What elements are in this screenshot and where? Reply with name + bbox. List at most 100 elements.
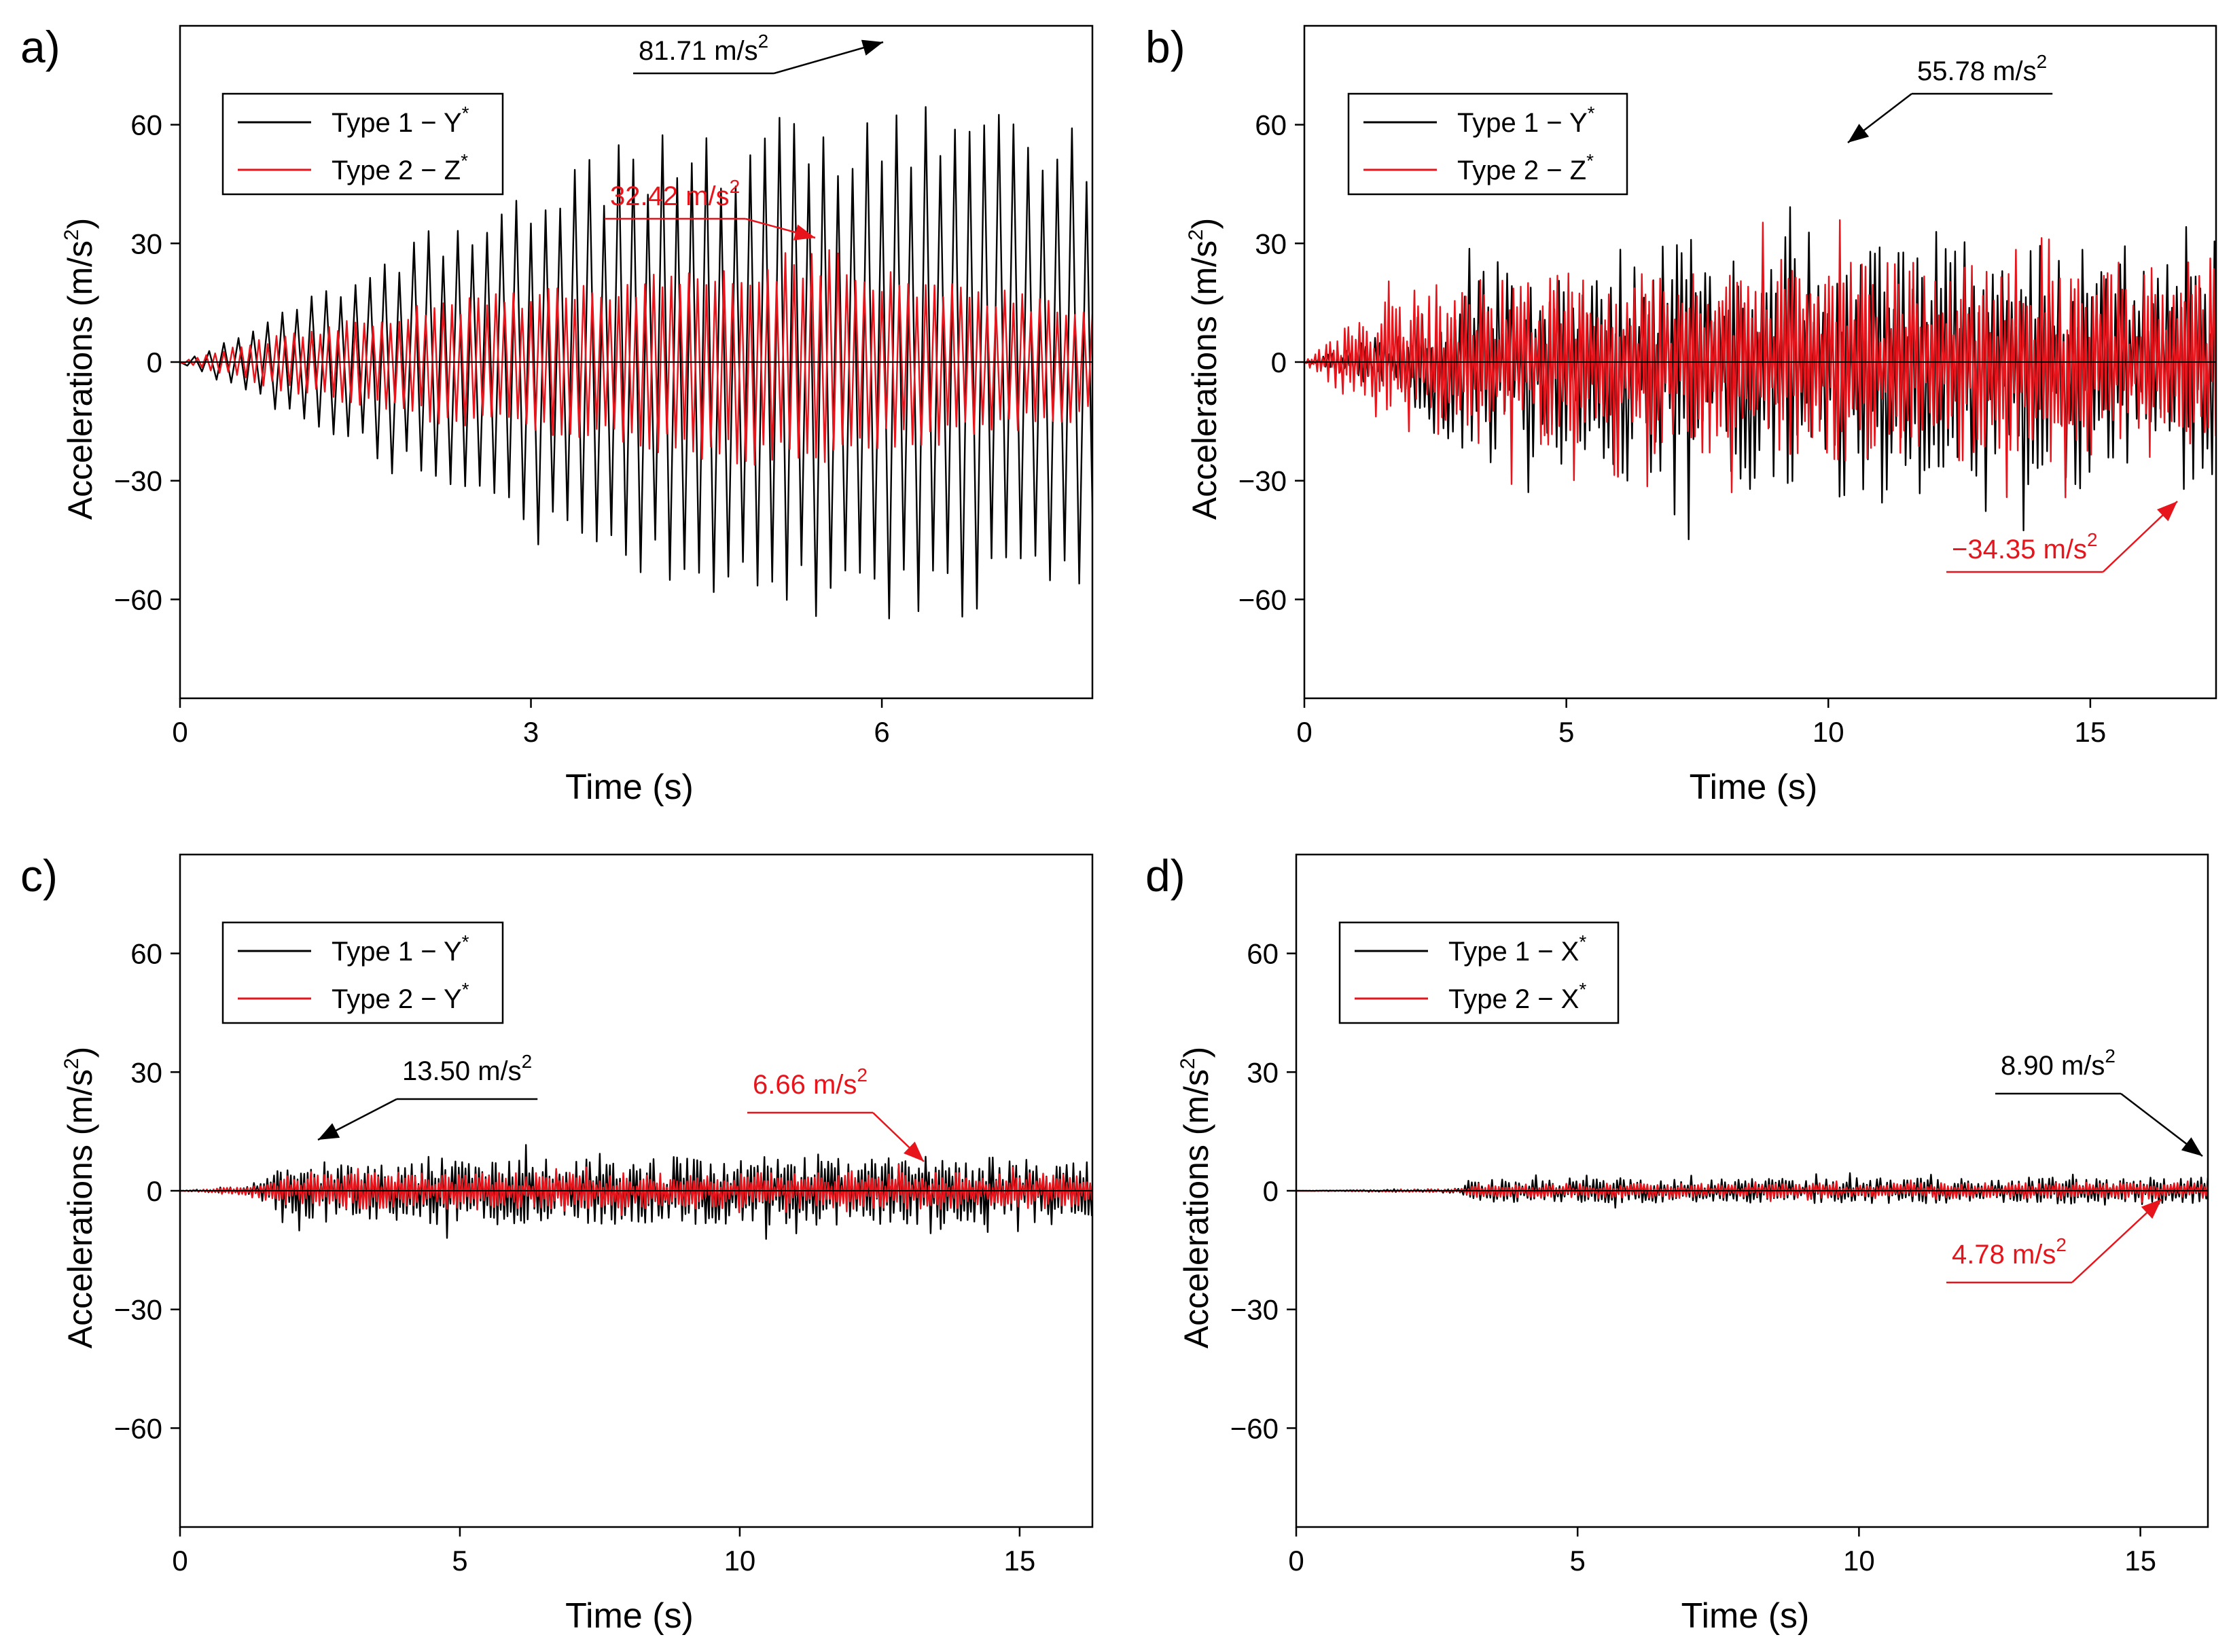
chart-panel-a: a) −60 −30 0 30 60 0 3 6 Time (s) Accelerations (m… bbox=[20, 22, 1094, 807]
annotation-label: 32.42 m/s2 bbox=[610, 176, 740, 211]
series-traces bbox=[180, 1144, 1092, 1240]
panel-label: d) bbox=[1145, 850, 1185, 901]
annotation-arrowhead bbox=[2156, 501, 2177, 522]
x-axis-label: Time (s) bbox=[1681, 1596, 1810, 1636]
y-tick-label: −60 bbox=[114, 583, 162, 615]
chart-panel-d: d) −60 −30 0 30 60 0 5 10 15 Time (s) Accelerations… bbox=[1145, 850, 2209, 1636]
y-tick-label: 60 bbox=[130, 109, 162, 141]
peak-annotation-2: 6.66 m/s2 bbox=[747, 1064, 925, 1162]
legend: Type 1 − Y* Type 2 − Z* bbox=[1347, 92, 1628, 196]
annotation-arrowhead bbox=[1848, 124, 1870, 143]
series-line-1 bbox=[1296, 1172, 2208, 1209]
y-axis-label: Accelerations (m/s2) bbox=[1177, 1047, 1215, 1349]
x-tick-label: 3 bbox=[523, 716, 539, 748]
x-tick-label: 5 bbox=[1558, 716, 1574, 748]
legend-label-2: Type 2 − X* bbox=[1448, 979, 1586, 1014]
legend-label-1: Type 1 − X* bbox=[1448, 931, 1586, 967]
y-axis-label: Accelerations (m/s2) bbox=[1185, 218, 1224, 520]
x-tick-label: 15 bbox=[1004, 1545, 1036, 1577]
legend-label-1: Type 1 − Y* bbox=[1457, 103, 1595, 138]
legend-label-2: Type 2 − Y* bbox=[332, 979, 469, 1014]
annotation-label: 4.78 m/s2 bbox=[1952, 1234, 2067, 1270]
x-tick-label: 15 bbox=[2124, 1545, 2156, 1577]
y-tick-label: −60 bbox=[1230, 1412, 1279, 1444]
y-tick-label: 30 bbox=[130, 1056, 162, 1088]
x-axis-label: Time (s) bbox=[565, 1596, 694, 1636]
annotation-arrowhead bbox=[861, 39, 883, 56]
x-tick-label: 0 bbox=[1296, 716, 1312, 748]
annotation-label: 8.90 m/s2 bbox=[2001, 1045, 2116, 1081]
y-tick-label: −60 bbox=[114, 1412, 162, 1444]
x-tick-label: 15 bbox=[2075, 716, 2107, 748]
series-line-2 bbox=[1304, 219, 2216, 499]
panel-label: a) bbox=[20, 22, 60, 72]
chart-panel-b: b) −60 −30 0 30 60 0 5 10 15 Time (s) Accelerations… bbox=[1145, 22, 2217, 807]
series-traces bbox=[1304, 206, 2216, 541]
y-tick-label: 60 bbox=[1255, 109, 1287, 141]
x-tick-label: 5 bbox=[1570, 1545, 1586, 1577]
peak-annotation-2: −34.35 m/s2 bbox=[1946, 501, 2178, 573]
y-tick-label: −30 bbox=[114, 465, 162, 497]
legend: Type 1 − Y* Type 2 − Z* bbox=[221, 92, 504, 196]
annotation-label: 81.71 m/s2 bbox=[639, 31, 768, 66]
panel-label: c) bbox=[20, 850, 58, 901]
x-tick-label: 10 bbox=[724, 1545, 756, 1577]
x-axis-label: Time (s) bbox=[565, 768, 694, 807]
annotation-label: −34.35 m/s2 bbox=[1952, 529, 2098, 564]
legend: Type 1 − Y* Type 2 − Y* bbox=[221, 921, 504, 1024]
legend-box bbox=[221, 92, 504, 196]
annotation-arrowhead bbox=[2141, 1199, 2162, 1219]
legend: Type 1 − X* Type 2 − X* bbox=[1338, 921, 1620, 1024]
y-tick-label: 0 bbox=[1271, 346, 1287, 378]
annotation-arrowhead bbox=[2181, 1137, 2202, 1156]
y-tick-label: 0 bbox=[1263, 1175, 1279, 1207]
peak-annotation-1: 55.78 m/s2 bbox=[1847, 51, 2053, 143]
y-tick-label: 30 bbox=[130, 228, 162, 259]
x-tick-label: 6 bbox=[874, 716, 889, 748]
y-tick-label: 30 bbox=[1255, 228, 1287, 259]
annotation-arrowhead bbox=[318, 1123, 340, 1140]
y-tick-label: 0 bbox=[147, 1175, 162, 1207]
peak-annotation-1: 8.90 m/s2 bbox=[1995, 1045, 2203, 1157]
legend-label-1: Type 1 − Y* bbox=[332, 103, 469, 138]
x-tick-label: 10 bbox=[1843, 1545, 1875, 1577]
annotation-arrowhead bbox=[904, 1141, 924, 1162]
series-line-1 bbox=[180, 106, 1092, 620]
y-axis-label: Accelerations (m/s2) bbox=[60, 1047, 99, 1349]
x-tick-label: 0 bbox=[1288, 1545, 1304, 1577]
x-tick-label: 0 bbox=[172, 1545, 188, 1577]
legend-label-2: Type 2 − Z* bbox=[1457, 150, 1594, 185]
x-axis-label: Time (s) bbox=[1690, 768, 1818, 807]
y-tick-label: 30 bbox=[1247, 1056, 1279, 1088]
peak-annotation-1: 81.71 m/s2 bbox=[633, 31, 884, 75]
peak-annotation-1: 13.50 m/s2 bbox=[317, 1051, 538, 1141]
x-tick-label: 5 bbox=[452, 1545, 467, 1577]
x-tick-label: 10 bbox=[1813, 716, 1844, 748]
series-line-2 bbox=[180, 249, 1092, 466]
legend-label-2: Type 2 − Z* bbox=[332, 150, 468, 185]
annotation-label: 55.78 m/s2 bbox=[1917, 51, 2047, 86]
peak-annotation-2: 4.78 m/s2 bbox=[1946, 1198, 2162, 1284]
legend-box bbox=[221, 921, 504, 1024]
legend-label-1: Type 1 − Y* bbox=[332, 931, 469, 967]
series-traces bbox=[180, 106, 1092, 620]
panel-label: b) bbox=[1145, 22, 1185, 72]
y-axis-label: Accelerations (m/s2) bbox=[60, 218, 99, 520]
annotation-label: 6.66 m/s2 bbox=[753, 1064, 868, 1100]
annotation-label: 13.50 m/s2 bbox=[402, 1051, 532, 1086]
peak-annotation-2: 32.42 m/s2 bbox=[605, 176, 816, 240]
chart-panel-c: c) −60 −30 0 30 60 0 5 10 15 Time (s) Accelerations… bbox=[20, 850, 1094, 1636]
annotation-arrowhead bbox=[793, 224, 815, 240]
y-tick-label: −30 bbox=[114, 1294, 162, 1326]
y-tick-label: −60 bbox=[1238, 583, 1287, 615]
y-tick-label: 60 bbox=[130, 938, 162, 970]
x-tick-label: 0 bbox=[172, 716, 188, 748]
y-tick-label: 60 bbox=[1247, 938, 1279, 970]
legend-box bbox=[1347, 92, 1628, 196]
legend-box bbox=[1338, 921, 1620, 1024]
annotation-leader bbox=[2071, 1198, 2162, 1283]
y-tick-label: −30 bbox=[1238, 465, 1287, 497]
y-tick-label: −30 bbox=[1230, 1294, 1279, 1326]
